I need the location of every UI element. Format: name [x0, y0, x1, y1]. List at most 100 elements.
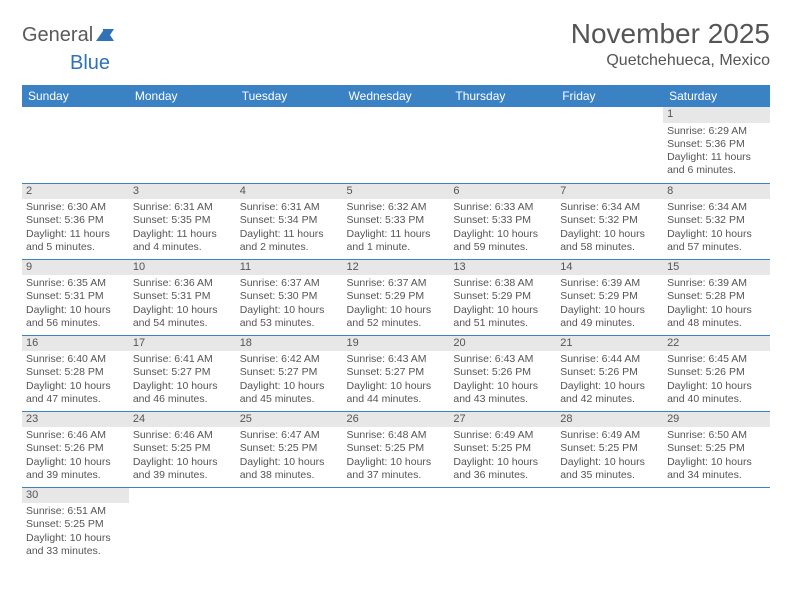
calendar-cell: 16Sunrise: 6:40 AMSunset: 5:28 PMDayligh… [22, 335, 129, 411]
calendar-cell: 1Sunrise: 6:29 AMSunset: 5:36 PMDaylight… [663, 107, 770, 183]
daylight-line: Daylight: 11 hours and 6 minutes. [667, 151, 766, 177]
day-details: Sunrise: 6:29 AMSunset: 5:36 PMDaylight:… [663, 123, 770, 181]
calendar-cell-empty [449, 107, 556, 183]
sunrise-line: Sunrise: 6:51 AM [26, 505, 125, 518]
calendar-row: 30Sunrise: 6:51 AMSunset: 5:25 PMDayligh… [22, 487, 770, 563]
sunrise-line: Sunrise: 6:29 AM [667, 125, 766, 138]
day-number: 1 [663, 107, 770, 123]
sunrise-line: Sunrise: 6:34 AM [560, 201, 659, 214]
calendar-cell: 13Sunrise: 6:38 AMSunset: 5:29 PMDayligh… [449, 259, 556, 335]
sunset-line: Sunset: 5:35 PM [133, 214, 232, 227]
day-details: Sunrise: 6:40 AMSunset: 5:28 PMDaylight:… [22, 351, 129, 409]
day-details: Sunrise: 6:32 AMSunset: 5:33 PMDaylight:… [343, 199, 450, 257]
daylight-line: Daylight: 10 hours and 37 minutes. [347, 456, 446, 482]
day-details: Sunrise: 6:43 AMSunset: 5:26 PMDaylight:… [449, 351, 556, 409]
sunrise-line: Sunrise: 6:42 AM [240, 353, 339, 366]
sunset-line: Sunset: 5:33 PM [347, 214, 446, 227]
sunset-line: Sunset: 5:25 PM [453, 442, 552, 455]
location: Quetchehueca, Mexico [571, 52, 770, 70]
sunrise-line: Sunrise: 6:33 AM [453, 201, 552, 214]
calendar-row: 9Sunrise: 6:35 AMSunset: 5:31 PMDaylight… [22, 259, 770, 335]
sunrise-line: Sunrise: 6:41 AM [133, 353, 232, 366]
daylight-line: Daylight: 10 hours and 54 minutes. [133, 304, 232, 330]
calendar-cell: 25Sunrise: 6:47 AMSunset: 5:25 PMDayligh… [236, 411, 343, 487]
calendar-cell-empty [129, 487, 236, 563]
calendar-cell-empty [343, 487, 450, 563]
daylight-line: Daylight: 10 hours and 48 minutes. [667, 304, 766, 330]
sunset-line: Sunset: 5:27 PM [347, 366, 446, 379]
daylight-line: Daylight: 10 hours and 51 minutes. [453, 304, 552, 330]
sunrise-line: Sunrise: 6:49 AM [453, 429, 552, 442]
day-details: Sunrise: 6:50 AMSunset: 5:25 PMDaylight:… [663, 427, 770, 485]
sunset-line: Sunset: 5:26 PM [667, 366, 766, 379]
sunset-line: Sunset: 5:28 PM [667, 290, 766, 303]
sunrise-line: Sunrise: 6:46 AM [133, 429, 232, 442]
sunset-line: Sunset: 5:25 PM [26, 518, 125, 531]
day-details: Sunrise: 6:49 AMSunset: 5:25 PMDaylight:… [556, 427, 663, 485]
daylight-line: Daylight: 10 hours and 34 minutes. [667, 456, 766, 482]
calendar-table: SundayMondayTuesdayWednesdayThursdayFrid… [22, 85, 770, 563]
day-details: Sunrise: 6:46 AMSunset: 5:26 PMDaylight:… [22, 427, 129, 485]
calendar-cell: 22Sunrise: 6:45 AMSunset: 5:26 PMDayligh… [663, 335, 770, 411]
calendar-cell: 11Sunrise: 6:37 AMSunset: 5:30 PMDayligh… [236, 259, 343, 335]
calendar-row: 16Sunrise: 6:40 AMSunset: 5:28 PMDayligh… [22, 335, 770, 411]
daylight-line: Daylight: 10 hours and 47 minutes. [26, 380, 125, 406]
calendar-cell: 8Sunrise: 6:34 AMSunset: 5:32 PMDaylight… [663, 183, 770, 259]
day-details: Sunrise: 6:37 AMSunset: 5:30 PMDaylight:… [236, 275, 343, 333]
daylight-line: Daylight: 11 hours and 5 minutes. [26, 228, 125, 254]
sunset-line: Sunset: 5:29 PM [560, 290, 659, 303]
sunrise-line: Sunrise: 6:31 AM [133, 201, 232, 214]
weekday-header: Wednesday [343, 85, 450, 107]
weekday-header: Tuesday [236, 85, 343, 107]
day-details: Sunrise: 6:49 AMSunset: 5:25 PMDaylight:… [449, 427, 556, 485]
day-details: Sunrise: 6:46 AMSunset: 5:25 PMDaylight:… [129, 427, 236, 485]
day-number: 28 [556, 412, 663, 428]
day-number: 12 [343, 260, 450, 276]
sunset-line: Sunset: 5:36 PM [26, 214, 125, 227]
day-number: 10 [129, 260, 236, 276]
day-number: 11 [236, 260, 343, 276]
daylight-line: Daylight: 10 hours and 44 minutes. [347, 380, 446, 406]
calendar-cell: 14Sunrise: 6:39 AMSunset: 5:29 PMDayligh… [556, 259, 663, 335]
calendar-cell: 6Sunrise: 6:33 AMSunset: 5:33 PMDaylight… [449, 183, 556, 259]
sunset-line: Sunset: 5:25 PM [347, 442, 446, 455]
day-details: Sunrise: 6:35 AMSunset: 5:31 PMDaylight:… [22, 275, 129, 333]
daylight-line: Daylight: 10 hours and 59 minutes. [453, 228, 552, 254]
calendar-cell: 12Sunrise: 6:37 AMSunset: 5:29 PMDayligh… [343, 259, 450, 335]
calendar-cell: 7Sunrise: 6:34 AMSunset: 5:32 PMDaylight… [556, 183, 663, 259]
day-number: 22 [663, 336, 770, 352]
day-number: 24 [129, 412, 236, 428]
day-details: Sunrise: 6:51 AMSunset: 5:25 PMDaylight:… [22, 503, 129, 561]
day-details: Sunrise: 6:31 AMSunset: 5:34 PMDaylight:… [236, 199, 343, 257]
day-number: 17 [129, 336, 236, 352]
sunrise-line: Sunrise: 6:30 AM [26, 201, 125, 214]
daylight-line: Daylight: 10 hours and 39 minutes. [133, 456, 232, 482]
day-number: 20 [449, 336, 556, 352]
day-details: Sunrise: 6:43 AMSunset: 5:27 PMDaylight:… [343, 351, 450, 409]
day-details: Sunrise: 6:34 AMSunset: 5:32 PMDaylight:… [556, 199, 663, 257]
calendar-cell-empty [449, 487, 556, 563]
weekday-header-row: SundayMondayTuesdayWednesdayThursdayFrid… [22, 85, 770, 107]
daylight-line: Daylight: 10 hours and 52 minutes. [347, 304, 446, 330]
sunrise-line: Sunrise: 6:50 AM [667, 429, 766, 442]
daylight-line: Daylight: 10 hours and 49 minutes. [560, 304, 659, 330]
day-details: Sunrise: 6:37 AMSunset: 5:29 PMDaylight:… [343, 275, 450, 333]
month-title: November 2025 [571, 18, 770, 50]
brand-name-a: General [22, 24, 93, 47]
day-details: Sunrise: 6:48 AMSunset: 5:25 PMDaylight:… [343, 427, 450, 485]
sunset-line: Sunset: 5:26 PM [453, 366, 552, 379]
sunrise-line: Sunrise: 6:37 AM [240, 277, 339, 290]
weekday-header: Monday [129, 85, 236, 107]
daylight-line: Daylight: 11 hours and 2 minutes. [240, 228, 339, 254]
calendar-cell: 21Sunrise: 6:44 AMSunset: 5:26 PMDayligh… [556, 335, 663, 411]
day-number: 3 [129, 184, 236, 200]
daylight-line: Daylight: 11 hours and 1 minute. [347, 228, 446, 254]
calendar-cell: 26Sunrise: 6:48 AMSunset: 5:25 PMDayligh… [343, 411, 450, 487]
day-details: Sunrise: 6:38 AMSunset: 5:29 PMDaylight:… [449, 275, 556, 333]
sunset-line: Sunset: 5:32 PM [560, 214, 659, 227]
sunrise-line: Sunrise: 6:46 AM [26, 429, 125, 442]
day-number: 26 [343, 412, 450, 428]
daylight-line: Daylight: 10 hours and 35 minutes. [560, 456, 659, 482]
sunset-line: Sunset: 5:25 PM [560, 442, 659, 455]
calendar-cell: 15Sunrise: 6:39 AMSunset: 5:28 PMDayligh… [663, 259, 770, 335]
